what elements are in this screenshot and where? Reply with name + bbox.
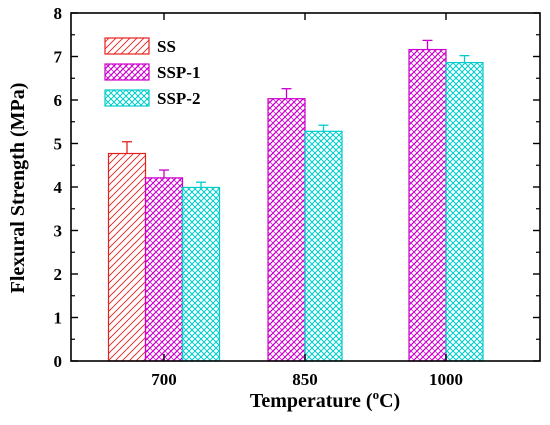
x-axis-label-superscript: o [373,387,380,402]
bar-ss-700 [107,152,147,362]
y-tick-label: 4 [54,178,63,197]
plot-area: 0 1 2 3 4 5 6 7 8 700 850 1000 [54,4,541,389]
bar-ssp-1-850 [267,98,306,362]
x-tick-label: 1000 [429,370,463,389]
x-axis-label-suffix: C) [379,390,400,412]
x-axis-label-text: Temperature ( [250,390,373,412]
legend-swatch-ssp-1 [104,63,150,81]
y-tick-label: 0 [54,352,63,371]
bar-ssp-2-700 [181,186,221,362]
legend-label-ss: SS [157,37,176,56]
legend-swatch-ss [104,37,150,55]
y-tick-label: 2 [54,265,63,284]
x-tick-label: 850 [292,370,318,389]
y-tick-label: 1 [54,309,63,328]
y-axis-label: Flexural Strength (MPa) [7,83,29,294]
y-tick-label: 3 [54,222,63,241]
x-axis-label: Temperature (oC) [250,387,400,412]
y-tick-label: 8 [54,4,63,23]
legend-label-ssp-2: SSP-2 [157,89,200,108]
legend: SS SSP-1 SSP-2 [104,37,200,108]
y-tick-label: 5 [54,135,63,154]
y-tick-label: 6 [54,91,63,110]
y-tick-label: 7 [54,48,63,67]
bar-ssp-2-1000 [445,61,484,362]
bar-ssp-1-1000 [408,48,447,362]
bar-ssp-2-850 [304,130,343,362]
legend-label-ssp-1: SSP-1 [157,63,200,82]
x-tick-label: 700 [151,370,177,389]
legend-swatch-ssp-2 [104,89,150,107]
bar-ssp-1-700 [144,177,184,362]
